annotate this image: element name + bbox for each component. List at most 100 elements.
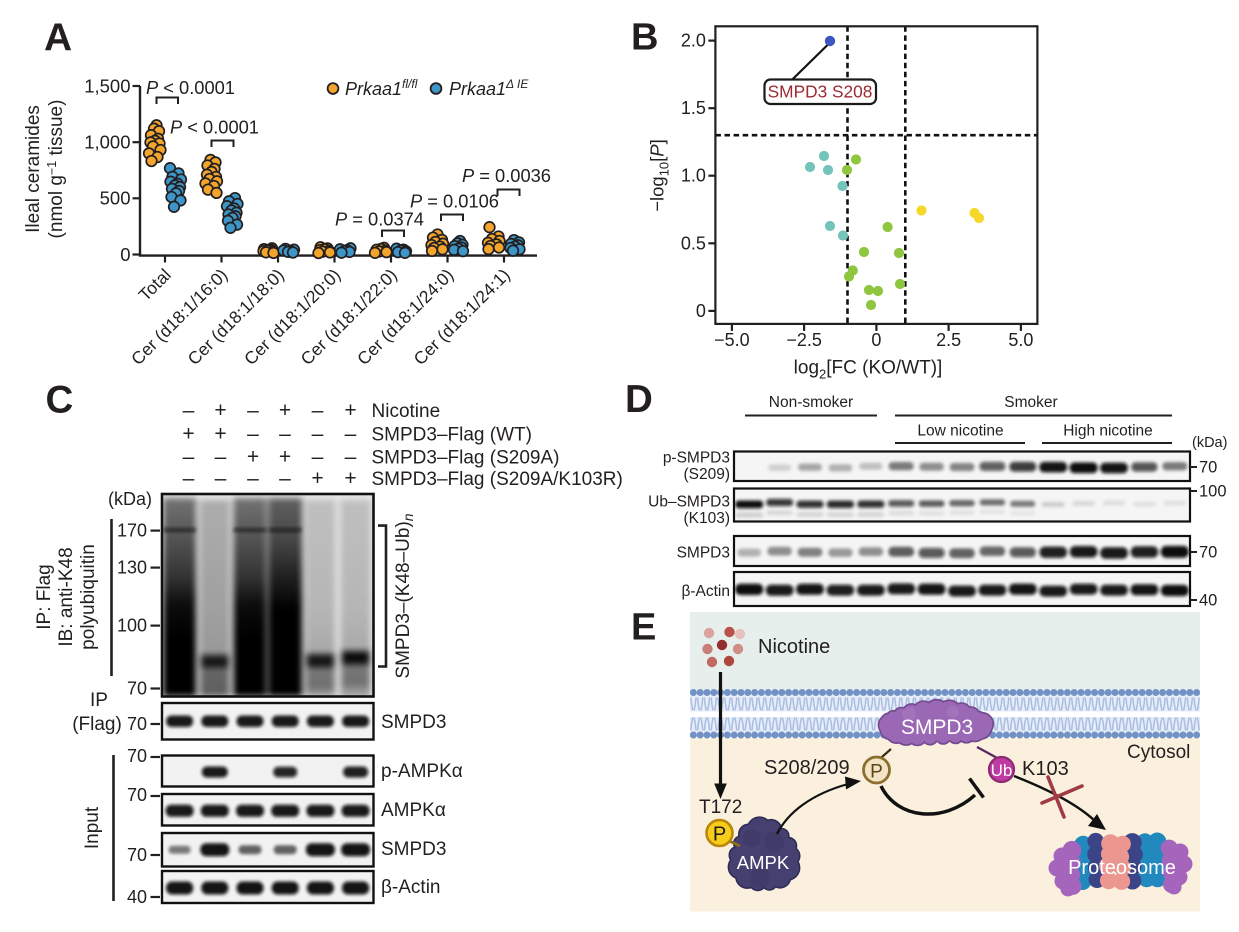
svg-text:P = 0.0106: P = 0.0106 [410, 191, 499, 212]
svg-text:–: – [183, 467, 195, 490]
svg-text:(kDa): (kDa) [1192, 435, 1227, 451]
svg-text:–: – [312, 399, 324, 422]
svg-text:100: 100 [1199, 483, 1227, 501]
svg-text:Ub: Ub [991, 761, 1013, 780]
svg-text:70: 70 [1199, 459, 1217, 477]
svg-text:SMPD3–Flag (S209A): SMPD3–Flag (S209A) [372, 448, 560, 469]
svg-text:P < 0.0001: P < 0.0001 [170, 117, 259, 138]
svg-text:E: E [631, 606, 656, 648]
svg-text:P = 0.0036: P = 0.0036 [462, 165, 551, 186]
svg-text:High nicotine: High nicotine [1063, 423, 1153, 440]
svg-text:(nmol g−1 tissue): (nmol g−1 tissue) [45, 100, 67, 239]
svg-text:IP: IP [90, 690, 108, 711]
svg-text:SMPD3: SMPD3 [901, 716, 973, 739]
svg-text:40: 40 [127, 887, 147, 907]
svg-text:P < 0.0001: P < 0.0001 [146, 77, 235, 98]
svg-text:AMPKα: AMPKα [381, 800, 446, 821]
svg-text:(K103): (K103) [683, 510, 730, 527]
svg-text:2.5: 2.5 [936, 330, 961, 350]
svg-text:70: 70 [127, 679, 147, 699]
svg-text:SMPD3: SMPD3 [677, 545, 730, 562]
svg-text:T172: T172 [699, 797, 742, 818]
svg-text:40: 40 [1199, 592, 1217, 610]
svg-text:P = 0.0374: P = 0.0374 [335, 209, 424, 230]
svg-text:SMPD3 S208: SMPD3 S208 [768, 82, 873, 102]
svg-text:IB: anti-K48: IB: anti-K48 [56, 547, 77, 646]
svg-text:SMPD3–(K48–Ub)n: SMPD3–(K48–Ub)n [393, 513, 416, 678]
svg-text:+: + [214, 399, 226, 422]
svg-text:Ileal ceramides: Ileal ceramides [23, 105, 44, 233]
svg-text:70: 70 [127, 714, 147, 734]
svg-text:–: – [279, 467, 291, 490]
svg-text:0: 0 [696, 301, 706, 321]
svg-text:SMPD3: SMPD3 [381, 712, 446, 733]
svg-text:Ub–SMPD3: Ub–SMPD3 [648, 494, 730, 511]
svg-text:–: – [215, 467, 227, 490]
svg-text:Proteosome: Proteosome [1068, 857, 1176, 879]
svg-text:P: P [870, 762, 883, 783]
svg-text:–: – [345, 446, 357, 469]
svg-text:A: A [44, 17, 72, 60]
svg-text:Input: Input [82, 806, 103, 849]
svg-text:+: + [311, 467, 323, 490]
svg-text:0.5: 0.5 [681, 233, 706, 253]
svg-text:0: 0 [120, 244, 130, 265]
svg-text:p-SMPD3: p-SMPD3 [663, 450, 730, 467]
svg-text:Non-smoker: Non-smoker [769, 394, 853, 411]
svg-text:1.0: 1.0 [681, 166, 706, 186]
svg-text:β-Actin: β-Actin [681, 583, 730, 600]
svg-text:–: – [312, 446, 324, 469]
svg-text:+: + [344, 467, 356, 490]
svg-text:Low nicotine: Low nicotine [917, 423, 1003, 440]
svg-text:0: 0 [871, 330, 881, 350]
svg-text:Nicotine: Nicotine [758, 636, 830, 658]
svg-text:B: B [631, 17, 658, 59]
svg-text:C: C [46, 379, 74, 422]
svg-text:polyubiquitin: polyubiquitin [78, 544, 99, 650]
svg-text:+: + [247, 446, 259, 469]
svg-text:+: + [344, 399, 356, 422]
svg-text:2.0: 2.0 [681, 31, 706, 51]
svg-text:70: 70 [127, 785, 147, 805]
svg-text:70: 70 [127, 746, 147, 766]
svg-text:Smoker: Smoker [1004, 394, 1057, 411]
svg-text:β-Actin: β-Actin [381, 877, 441, 898]
svg-text:–: – [279, 423, 291, 446]
svg-text:1.5: 1.5 [681, 98, 706, 118]
svg-text:–: – [183, 399, 195, 422]
svg-text:p-AMPKα: p-AMPKα [381, 761, 463, 782]
svg-text:70: 70 [127, 845, 147, 865]
svg-text:+: + [214, 423, 226, 446]
svg-text:K103: K103 [1022, 758, 1069, 780]
svg-text:–: – [183, 446, 195, 469]
svg-text:1,500: 1,500 [84, 75, 130, 96]
svg-text:S208/209: S208/209 [764, 757, 850, 779]
svg-text:−2.5: −2.5 [786, 330, 822, 350]
svg-text:SMPD3–Flag (WT): SMPD3–Flag (WT) [372, 425, 532, 446]
svg-text:Nicotine: Nicotine [372, 401, 441, 422]
svg-text:P: P [713, 824, 726, 846]
svg-text:100: 100 [117, 616, 147, 636]
svg-text:170: 170 [117, 521, 147, 541]
svg-text:–: – [215, 446, 227, 469]
svg-text:(Flag): (Flag) [72, 714, 122, 735]
svg-text:(S209): (S209) [683, 466, 730, 483]
svg-text:SMPD3–Flag (S209A/K103R): SMPD3–Flag (S209A/K103R) [372, 469, 623, 490]
svg-text:log2[FC (KO/WT)]: log2[FC (KO/WT)] [794, 358, 943, 382]
svg-text:70: 70 [1199, 544, 1217, 562]
svg-text:+: + [279, 399, 291, 422]
svg-text:SMPD3: SMPD3 [381, 839, 446, 860]
svg-text:−5.0: −5.0 [714, 330, 750, 350]
svg-text:130: 130 [117, 558, 147, 578]
svg-text:–: – [345, 423, 357, 446]
svg-text:AMPK: AMPK [737, 852, 790, 873]
svg-text:500: 500 [100, 188, 131, 209]
svg-text:(kDa): (kDa) [108, 489, 152, 509]
svg-text:D: D [625, 378, 653, 421]
svg-text:–: – [247, 399, 259, 422]
svg-text:IP: Flag: IP: Flag [34, 564, 55, 629]
svg-text:5.0: 5.0 [1008, 330, 1033, 350]
svg-text:Prkaa1fl/fl: Prkaa1fl/fl [345, 77, 418, 99]
svg-text:–: – [247, 423, 259, 446]
svg-text:+: + [279, 446, 291, 469]
